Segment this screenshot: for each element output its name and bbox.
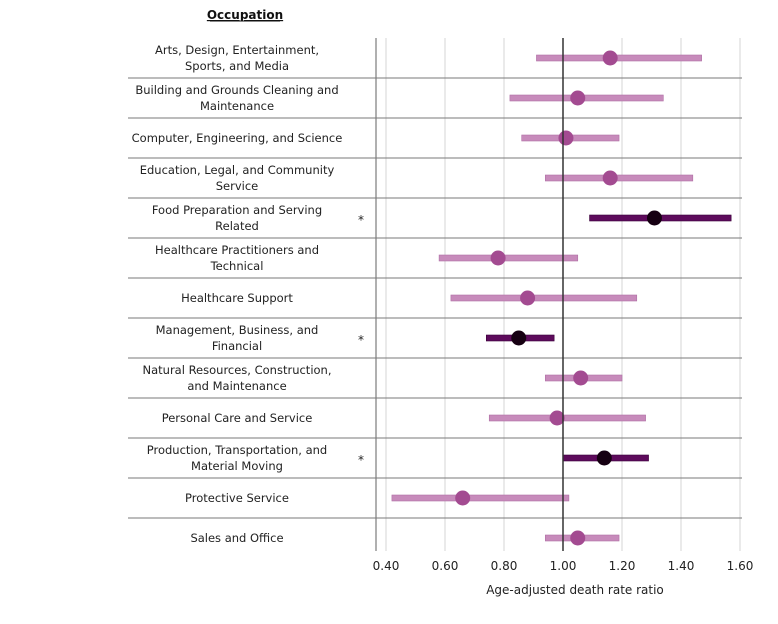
confidence-interval-bar bbox=[450, 294, 638, 302]
occupation-row: Computer, Engineering, and Science bbox=[132, 131, 343, 145]
confidence-interval-bar bbox=[488, 414, 646, 422]
point-estimate bbox=[520, 290, 536, 306]
occupation-row: Personal Care and Service bbox=[162, 411, 313, 425]
occupation-row: Education, Legal, and Community Service bbox=[140, 163, 335, 193]
row-label: Material Moving bbox=[191, 459, 283, 473]
row-label: Management, Business, and bbox=[156, 323, 319, 337]
significance-asterisk: * bbox=[358, 333, 364, 347]
row-label: Service bbox=[216, 179, 259, 193]
occupation-row: Natural Resources, Construction, and Main… bbox=[143, 363, 332, 393]
x-axis-title: Age-adjusted death rate ratio bbox=[486, 583, 664, 597]
point-estimate bbox=[558, 130, 574, 146]
row-label: Sales and Office bbox=[190, 531, 283, 545]
row-label: and Maintenance bbox=[187, 379, 286, 393]
point-estimate bbox=[570, 530, 586, 546]
row-label: Technical bbox=[210, 259, 264, 273]
row-label: Natural Resources, Construction, bbox=[143, 363, 332, 377]
row-label: Personal Care and Service bbox=[162, 411, 313, 425]
row-label: Building and Grounds Cleaning and bbox=[135, 83, 338, 97]
row-label: Healthcare Support bbox=[181, 291, 293, 305]
x-tick-label: 1.60 bbox=[727, 559, 754, 573]
row-label: Food Preparation and Serving bbox=[152, 203, 322, 217]
x-tick-label: 0.80 bbox=[491, 559, 518, 573]
row-label: Computer, Engineering, and Science bbox=[132, 131, 343, 145]
confidence-interval-bar bbox=[438, 254, 579, 262]
point-estimate bbox=[570, 90, 586, 106]
point-estimate bbox=[602, 170, 618, 186]
x-tick-label: 1.20 bbox=[609, 559, 636, 573]
row-label: Maintenance bbox=[200, 99, 274, 113]
occupation-row: Healthcare Practitioners and Technical bbox=[155, 243, 319, 273]
occupation-row: Management, Business, and Financial * bbox=[156, 323, 364, 353]
point-estimate bbox=[511, 330, 527, 346]
confidence-interval-bar bbox=[544, 174, 694, 182]
x-tick-label: 1.40 bbox=[668, 559, 695, 573]
significance-asterisk: * bbox=[358, 213, 364, 227]
row-label: Protective Service bbox=[185, 491, 289, 505]
occupation-row: Protective Service bbox=[185, 491, 289, 505]
row-label: Education, Legal, and Community bbox=[140, 163, 335, 177]
point-estimate bbox=[490, 250, 506, 266]
confidence-interval-bar bbox=[391, 494, 570, 502]
column-header: Occupation bbox=[207, 8, 283, 22]
x-tick-label: 0.40 bbox=[373, 559, 400, 573]
row-label: Financial bbox=[212, 339, 262, 353]
point-estimate bbox=[549, 410, 565, 426]
point-estimate bbox=[646, 210, 662, 226]
point-estimate bbox=[573, 370, 589, 386]
x-tick-label: 1.00 bbox=[550, 559, 577, 573]
occupation-row: Healthcare Support bbox=[181, 291, 293, 305]
point-estimate bbox=[602, 50, 618, 66]
confidence-interval-bar bbox=[509, 94, 664, 102]
row-label: Production, Transportation, and bbox=[147, 443, 327, 457]
x-tick-label: 0.60 bbox=[432, 559, 459, 573]
occupation-row: Arts, Design, Entertainment, Sports, and … bbox=[155, 43, 319, 73]
row-label: Related bbox=[215, 219, 259, 233]
significance-asterisk: * bbox=[358, 453, 364, 467]
row-label: Arts, Design, Entertainment, bbox=[155, 43, 319, 57]
confidence-interval-bar bbox=[536, 54, 702, 62]
occupation-row: Food Preparation and Serving Related * bbox=[152, 203, 364, 233]
occupation-row: Production, Transportation, and Material … bbox=[147, 443, 364, 473]
row-label: Healthcare Practitioners and bbox=[155, 243, 319, 257]
row-label: Sports, and Media bbox=[185, 59, 289, 73]
occupation-row: Sales and Office bbox=[190, 531, 283, 545]
occupation-row: Building and Grounds Cleaning and Mainten… bbox=[135, 83, 338, 113]
point-estimate bbox=[596, 450, 612, 466]
point-estimate bbox=[455, 490, 471, 506]
